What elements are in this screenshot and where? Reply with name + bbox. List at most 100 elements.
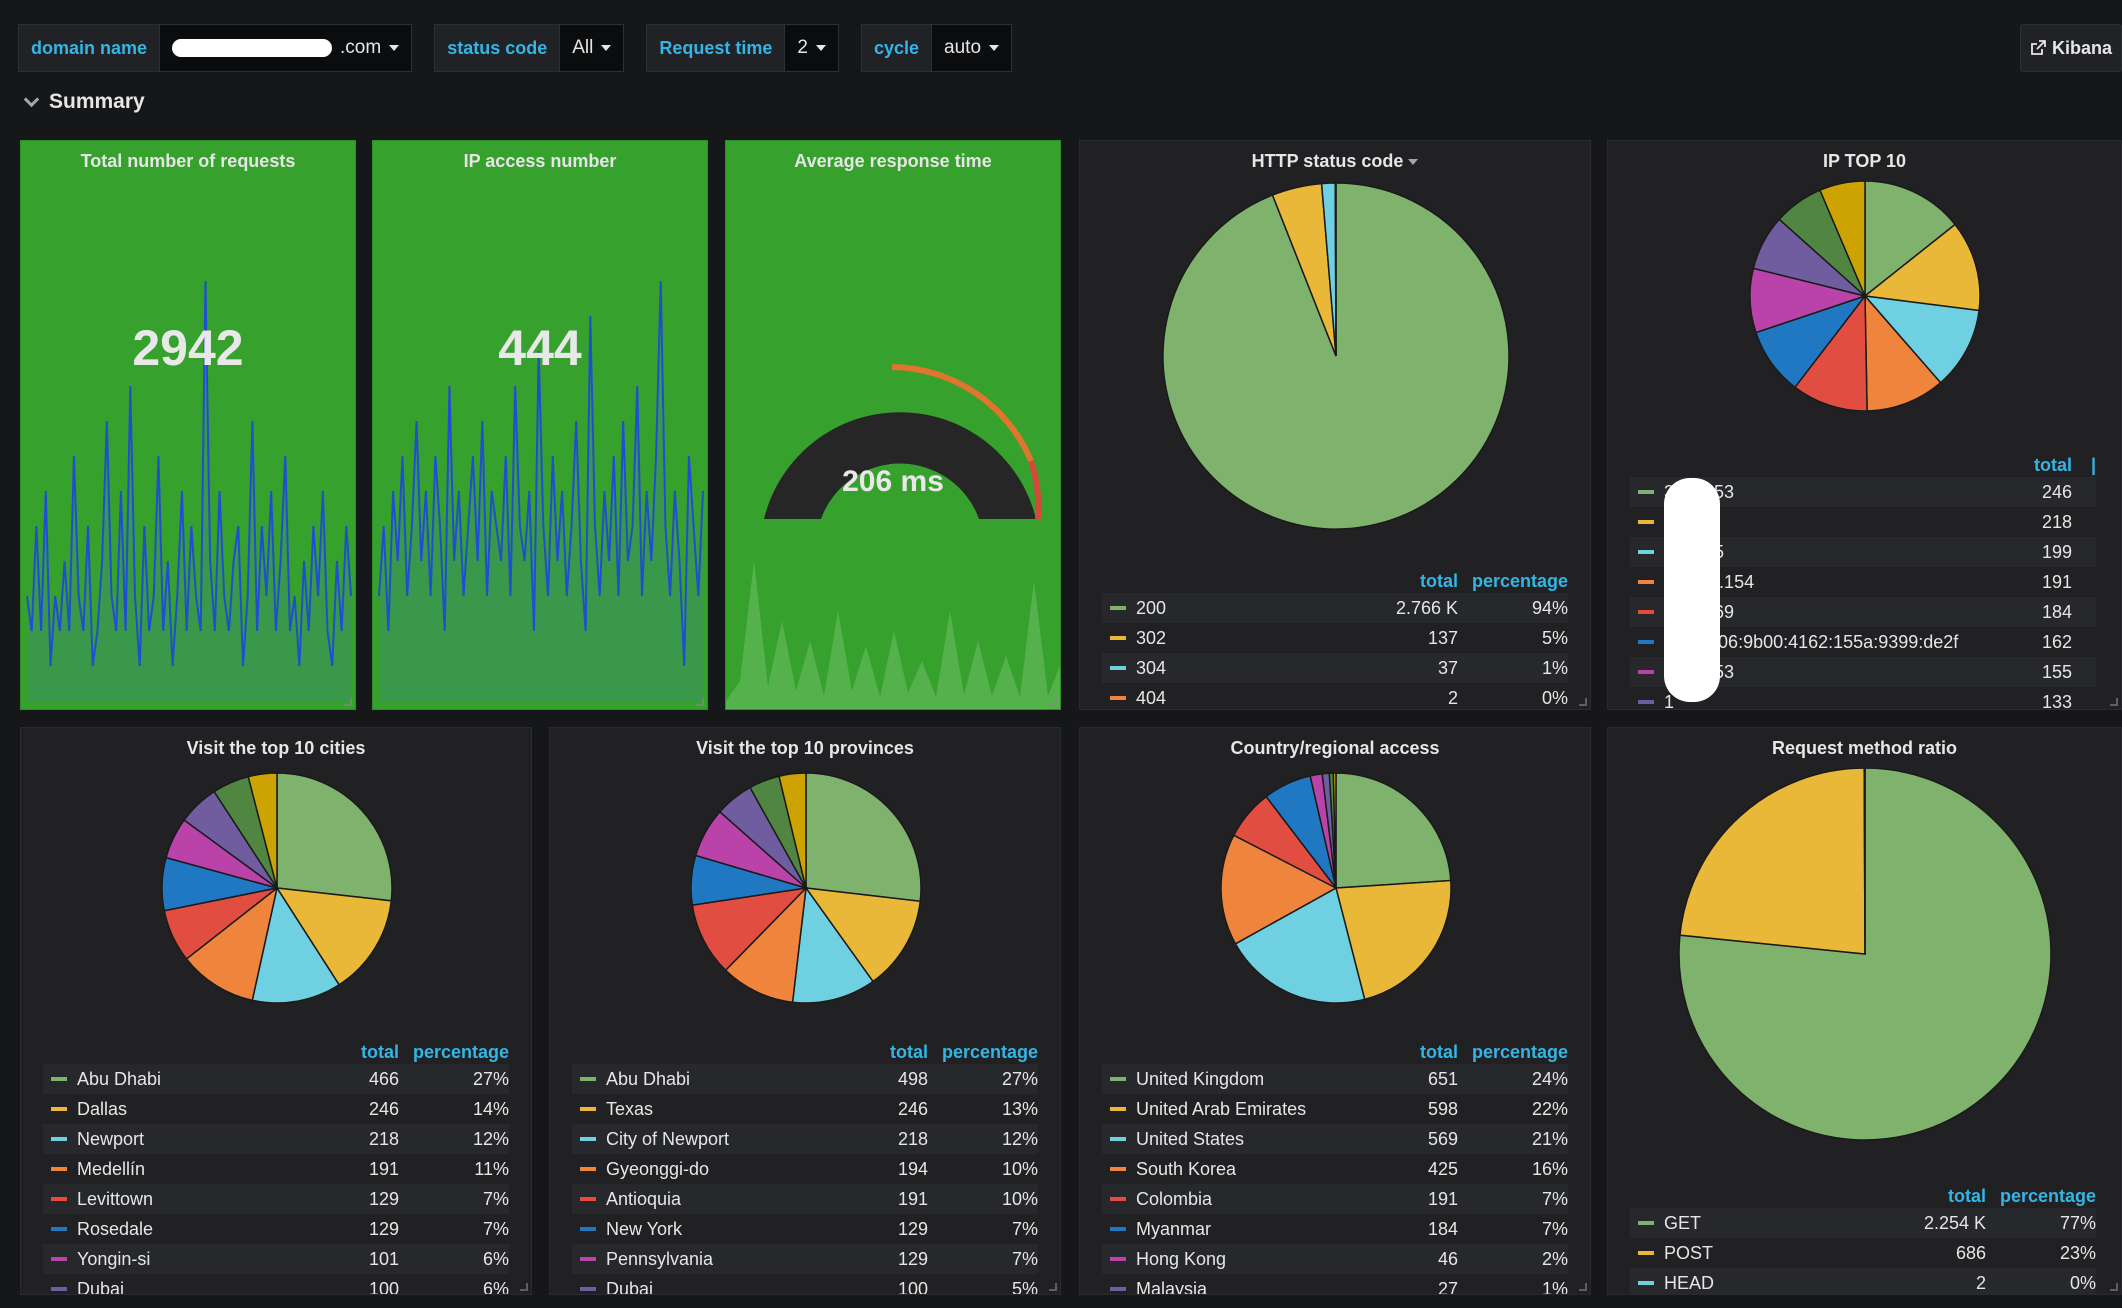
resize-handle-icon[interactable] (2110, 698, 2118, 706)
pie-slice[interactable] (791, 885, 875, 1004)
pie-slice[interactable] (1863, 223, 1981, 312)
resize-handle-icon[interactable] (2110, 1283, 2118, 1291)
resize-handle-icon[interactable] (1049, 698, 1057, 706)
pie-slice[interactable] (1335, 772, 1452, 889)
pie-slice[interactable] (1335, 879, 1452, 1001)
legend-row[interactable]: 1 133 (1630, 687, 2096, 709)
pie-slice[interactable] (1332, 772, 1337, 889)
pie-slice[interactable] (724, 885, 808, 1004)
resize-handle-icon[interactable] (344, 698, 352, 706)
status-variable[interactable]: status code All (434, 24, 625, 72)
series-color-icon[interactable] (1110, 696, 1126, 700)
series-color-icon[interactable] (580, 1257, 596, 1261)
pie-slice[interactable] (251, 886, 341, 1004)
pie-slice[interactable] (691, 886, 809, 972)
legend-row[interactable]: Abu Dhabi 498 27% (572, 1064, 1038, 1094)
legend-row[interactable]: GET 2.254 K 77% (1630, 1208, 2096, 1238)
legend-row[interactable]: Pennsylvania 129 7% (572, 1244, 1038, 1274)
series-color-icon[interactable] (580, 1227, 596, 1231)
legend-row[interactable]: Hong Kong 46 2% (1102, 1244, 1568, 1274)
series-color-icon[interactable] (1638, 490, 1654, 494)
pie-slice[interactable] (247, 772, 278, 889)
legend-row[interactable]: Yongin-si 101 6% (43, 1244, 509, 1274)
header-percentage[interactable]: percentage (941, 1041, 1038, 1062)
series-color-icon[interactable] (1110, 1287, 1126, 1291)
pie-slice[interactable] (1818, 181, 1866, 297)
legend-row[interactable]: South Korea 425 16% (1102, 1154, 1568, 1184)
series-color-icon[interactable] (1110, 1167, 1126, 1171)
legend-row[interactable]: 404 2 0% (1102, 683, 1568, 709)
series-color-icon[interactable] (51, 1227, 67, 1231)
legend-row[interactable]: Dubai 100 6% (43, 1274, 509, 1294)
header-percentage[interactable]: percentage (1999, 1185, 2096, 1206)
series-color-icon[interactable] (1110, 606, 1126, 610)
series-color-icon[interactable] (1110, 1197, 1126, 1201)
series-color-icon[interactable] (580, 1167, 596, 1171)
series-color-icon[interactable] (51, 1197, 67, 1201)
pie-slice[interactable] (1864, 293, 1942, 412)
series-color-icon[interactable] (1110, 1137, 1126, 1141)
series-color-icon[interactable] (1110, 1227, 1126, 1231)
reqtime-select[interactable]: 2 (785, 25, 838, 71)
series-color-icon[interactable] (51, 1287, 67, 1291)
pie-slice[interactable] (778, 772, 807, 889)
legend-row[interactable]: Dubai 100 5% (572, 1274, 1038, 1294)
series-color-icon[interactable] (1110, 1257, 1126, 1261)
legend-row[interactable]: United States 569 21% (1102, 1124, 1568, 1154)
resize-handle-icon[interactable] (1579, 698, 1587, 706)
legend-row[interactable]: HEAD 2 0% (1630, 1268, 2096, 1294)
row-summary-toggle[interactable]: Summary (23, 90, 145, 114)
domain-select[interactable]: .com (160, 25, 412, 71)
series-color-icon[interactable] (1110, 666, 1126, 670)
series-color-icon[interactable] (1638, 610, 1654, 614)
cycle-select[interactable]: auto (932, 25, 1012, 71)
series-color-icon[interactable] (51, 1167, 67, 1171)
legend-row[interactable]: United Kingdom 651 24% (1102, 1064, 1568, 1094)
legend-row[interactable]: 200 2.766 K 94% (1102, 593, 1568, 623)
header-total[interactable]: total (1948, 1185, 1986, 1206)
legend-row[interactable]: New York 129 7% (572, 1214, 1038, 1244)
header-total[interactable]: total (1420, 570, 1458, 591)
series-color-icon[interactable] (1110, 1107, 1126, 1111)
series-color-icon[interactable] (1638, 550, 1654, 554)
series-color-icon[interactable] (51, 1137, 67, 1141)
pie-slice[interactable] (1863, 768, 1866, 955)
series-color-icon[interactable] (1638, 670, 1654, 674)
series-color-icon[interactable] (1638, 1221, 1654, 1225)
series-color-icon[interactable] (580, 1107, 596, 1111)
legend-row[interactable]: Myanmar 184 7% (1102, 1214, 1568, 1244)
legend-row[interactable]: Gyeonggi-do 194 10% (572, 1154, 1038, 1184)
status-select[interactable]: All (560, 25, 624, 71)
series-color-icon[interactable] (580, 1197, 596, 1201)
pie-slice[interactable] (1679, 768, 1866, 955)
pie-slice[interactable] (1220, 834, 1338, 945)
reqtime-variable[interactable]: Request time 2 (646, 24, 839, 72)
panel-title[interactable]: HTTP status code (1080, 151, 1590, 172)
legend-row[interactable]: City of Newport 218 12% (572, 1124, 1038, 1154)
kibana-link[interactable]: Kibana (2020, 24, 2122, 72)
header-percentage[interactable]: percentage (412, 1041, 509, 1062)
pie-slice[interactable] (276, 772, 393, 902)
header-total[interactable]: total (1420, 1041, 1458, 1062)
series-color-icon[interactable] (580, 1287, 596, 1291)
legend-row[interactable]: 304 37 1% (1102, 653, 1568, 683)
pie-slice[interactable] (1793, 293, 1868, 412)
pie-slice[interactable] (1334, 182, 1337, 357)
header-percentage[interactable]: percentage (1471, 1041, 1568, 1062)
series-color-icon[interactable] (1638, 640, 1654, 644)
pie-slice[interactable] (804, 887, 922, 983)
legend-row[interactable]: Abu Dhabi 466 27% (43, 1064, 509, 1094)
legend-row[interactable]: 302 137 5% (1102, 623, 1568, 653)
series-color-icon[interactable] (580, 1137, 596, 1141)
header-percentage[interactable]: percentage (1471, 570, 1568, 591)
legend-row[interactable]: Dallas 246 14% (43, 1094, 509, 1124)
resize-handle-icon[interactable] (520, 1283, 528, 1291)
series-color-icon[interactable] (51, 1077, 67, 1081)
series-color-icon[interactable] (1110, 1077, 1126, 1081)
pie-slice[interactable] (275, 887, 393, 986)
pie-slice[interactable] (805, 772, 922, 903)
legend-row[interactable]: Medellín 191 11% (43, 1154, 509, 1184)
cycle-variable[interactable]: cycle auto (860, 24, 1013, 72)
series-color-icon[interactable] (1638, 700, 1654, 704)
legend-row[interactable]: United Arab Emirates 598 22% (1102, 1094, 1568, 1124)
